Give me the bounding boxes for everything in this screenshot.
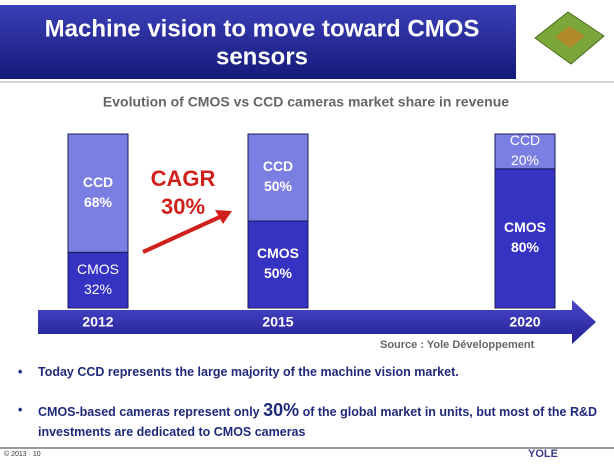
title: Machine vision to move toward CMOS <box>45 15 480 42</box>
annotation: CAGR <box>151 166 216 191</box>
logo: YOLE <box>528 448 558 460</box>
bar-segment <box>247 133 309 222</box>
segment-name: CCD <box>263 158 293 174</box>
data-label: 80% <box>511 239 540 255</box>
chart-subtitle: Evolution of CMOS vs CCD cameras market … <box>103 94 509 110</box>
title-banner <box>0 5 516 79</box>
bar-segment <box>494 133 556 170</box>
bullet: • CMOS-based cameras represent only 30% o… <box>18 400 604 442</box>
bar-segment <box>67 251 129 309</box>
data-label: 50% <box>264 178 293 194</box>
segment-name: CMOS <box>504 219 546 235</box>
x-tick-label: 2015 <box>262 314 293 330</box>
time-arrow <box>38 300 596 344</box>
bullet-text: CMOS-based cameras represent only <box>38 405 264 419</box>
x-tick-label: 2012 <box>82 314 113 330</box>
source: Source : Yole Développement <box>380 339 535 351</box>
segment-name: CMOS <box>257 245 299 261</box>
bullet-dot: • <box>18 365 23 379</box>
cagr-arrow <box>142 214 223 254</box>
data-label: 50% <box>264 265 293 281</box>
footer-copyright: © 2013 · 10 <box>4 450 41 458</box>
data-label: 32% <box>84 281 112 297</box>
data-label: 68% <box>84 194 113 210</box>
segment-name: CMOS <box>77 261 119 277</box>
cagr-arrowhead <box>215 210 232 224</box>
segment-name: CCD <box>83 174 113 190</box>
bullet-highlight: 30% <box>263 400 300 420</box>
bar-segment <box>494 168 556 309</box>
bullet-text: of the global market in units, but most … <box>38 405 598 439</box>
bullet: • Today CCD represents the large majority… <box>18 362 604 382</box>
bar-segment <box>67 133 129 253</box>
bullet-text: Today CCD represents the large majority … <box>38 365 459 379</box>
data-label: 20% <box>511 152 539 168</box>
title: sensors <box>216 43 308 70</box>
bullet-dot: • <box>18 403 23 417</box>
bar-segment <box>247 220 309 309</box>
annotation: 30% <box>161 194 205 219</box>
chip-icon <box>534 11 605 65</box>
segment-name: CCD <box>510 132 540 148</box>
x-tick-label: 2020 <box>509 314 540 330</box>
